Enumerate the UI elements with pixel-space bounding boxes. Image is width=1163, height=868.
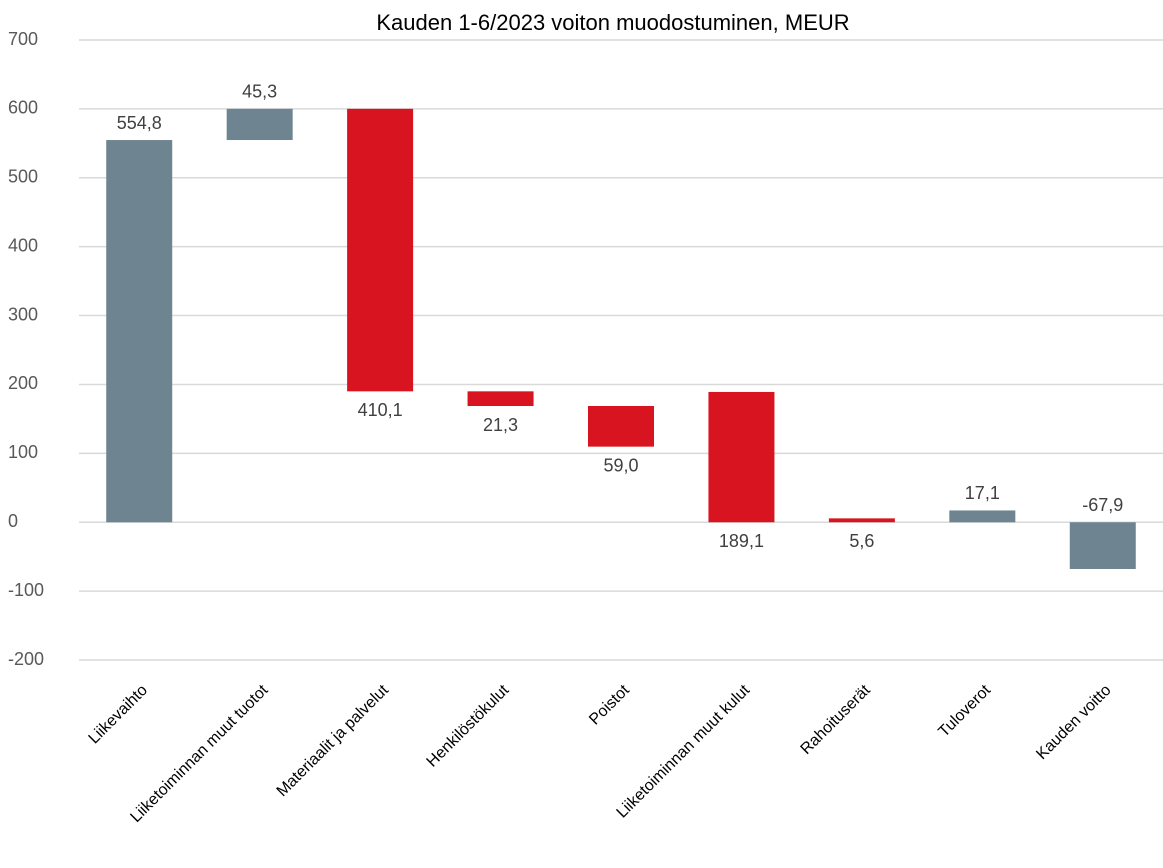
x-tick-label: Materiaalit ja palvelut bbox=[274, 681, 393, 800]
bar bbox=[226, 108, 293, 141]
y-tick-label: 400 bbox=[8, 235, 38, 255]
y-tick-label: 700 bbox=[8, 29, 38, 49]
y-tick-label: 100 bbox=[8, 442, 38, 462]
bar bbox=[467, 391, 534, 407]
value-label: 5,6 bbox=[849, 531, 874, 551]
y-tick-label: 0 bbox=[8, 511, 18, 531]
x-tick-label: Poistot bbox=[586, 681, 633, 728]
value-label: -67,9 bbox=[1082, 495, 1123, 515]
value-label: 189,1 bbox=[719, 531, 764, 551]
x-tick-label: Kauden voitto bbox=[1033, 682, 1114, 763]
y-tick-label: 200 bbox=[8, 373, 38, 393]
chart-title: Kauden 1-6/2023 voiton muodostuminen, ME… bbox=[376, 10, 849, 35]
x-tick-label: Tuloverot bbox=[935, 681, 994, 740]
bar bbox=[828, 518, 895, 523]
bar bbox=[347, 108, 414, 392]
x-tick-label: Liiketoiminnan muut kulut bbox=[614, 681, 754, 821]
value-label: 410,1 bbox=[358, 400, 403, 420]
value-label: 21,3 bbox=[483, 415, 518, 435]
x-tick-label: Henkilöstökulut bbox=[424, 681, 513, 770]
bar bbox=[588, 406, 654, 447]
bar bbox=[106, 140, 173, 523]
value-label: 59,0 bbox=[603, 455, 638, 475]
x-tick-label: Liikevaihto bbox=[86, 682, 152, 748]
bar bbox=[949, 510, 1016, 523]
value-label: 17,1 bbox=[965, 483, 1000, 503]
y-tick-label: -100 bbox=[8, 580, 44, 600]
y-tick-label: 300 bbox=[8, 304, 38, 324]
y-tick-label: 600 bbox=[8, 98, 38, 118]
y-tick-label: -200 bbox=[8, 649, 44, 669]
value-label: 45,3 bbox=[242, 82, 277, 102]
value-label: 554,8 bbox=[117, 113, 162, 133]
bar bbox=[1069, 522, 1136, 569]
bar bbox=[708, 391, 775, 523]
x-tick-label: Rahoituserät bbox=[798, 681, 875, 758]
x-tick-label: Liiketoiminnan muut tuotot bbox=[127, 681, 271, 825]
y-tick-label: 500 bbox=[8, 167, 38, 187]
